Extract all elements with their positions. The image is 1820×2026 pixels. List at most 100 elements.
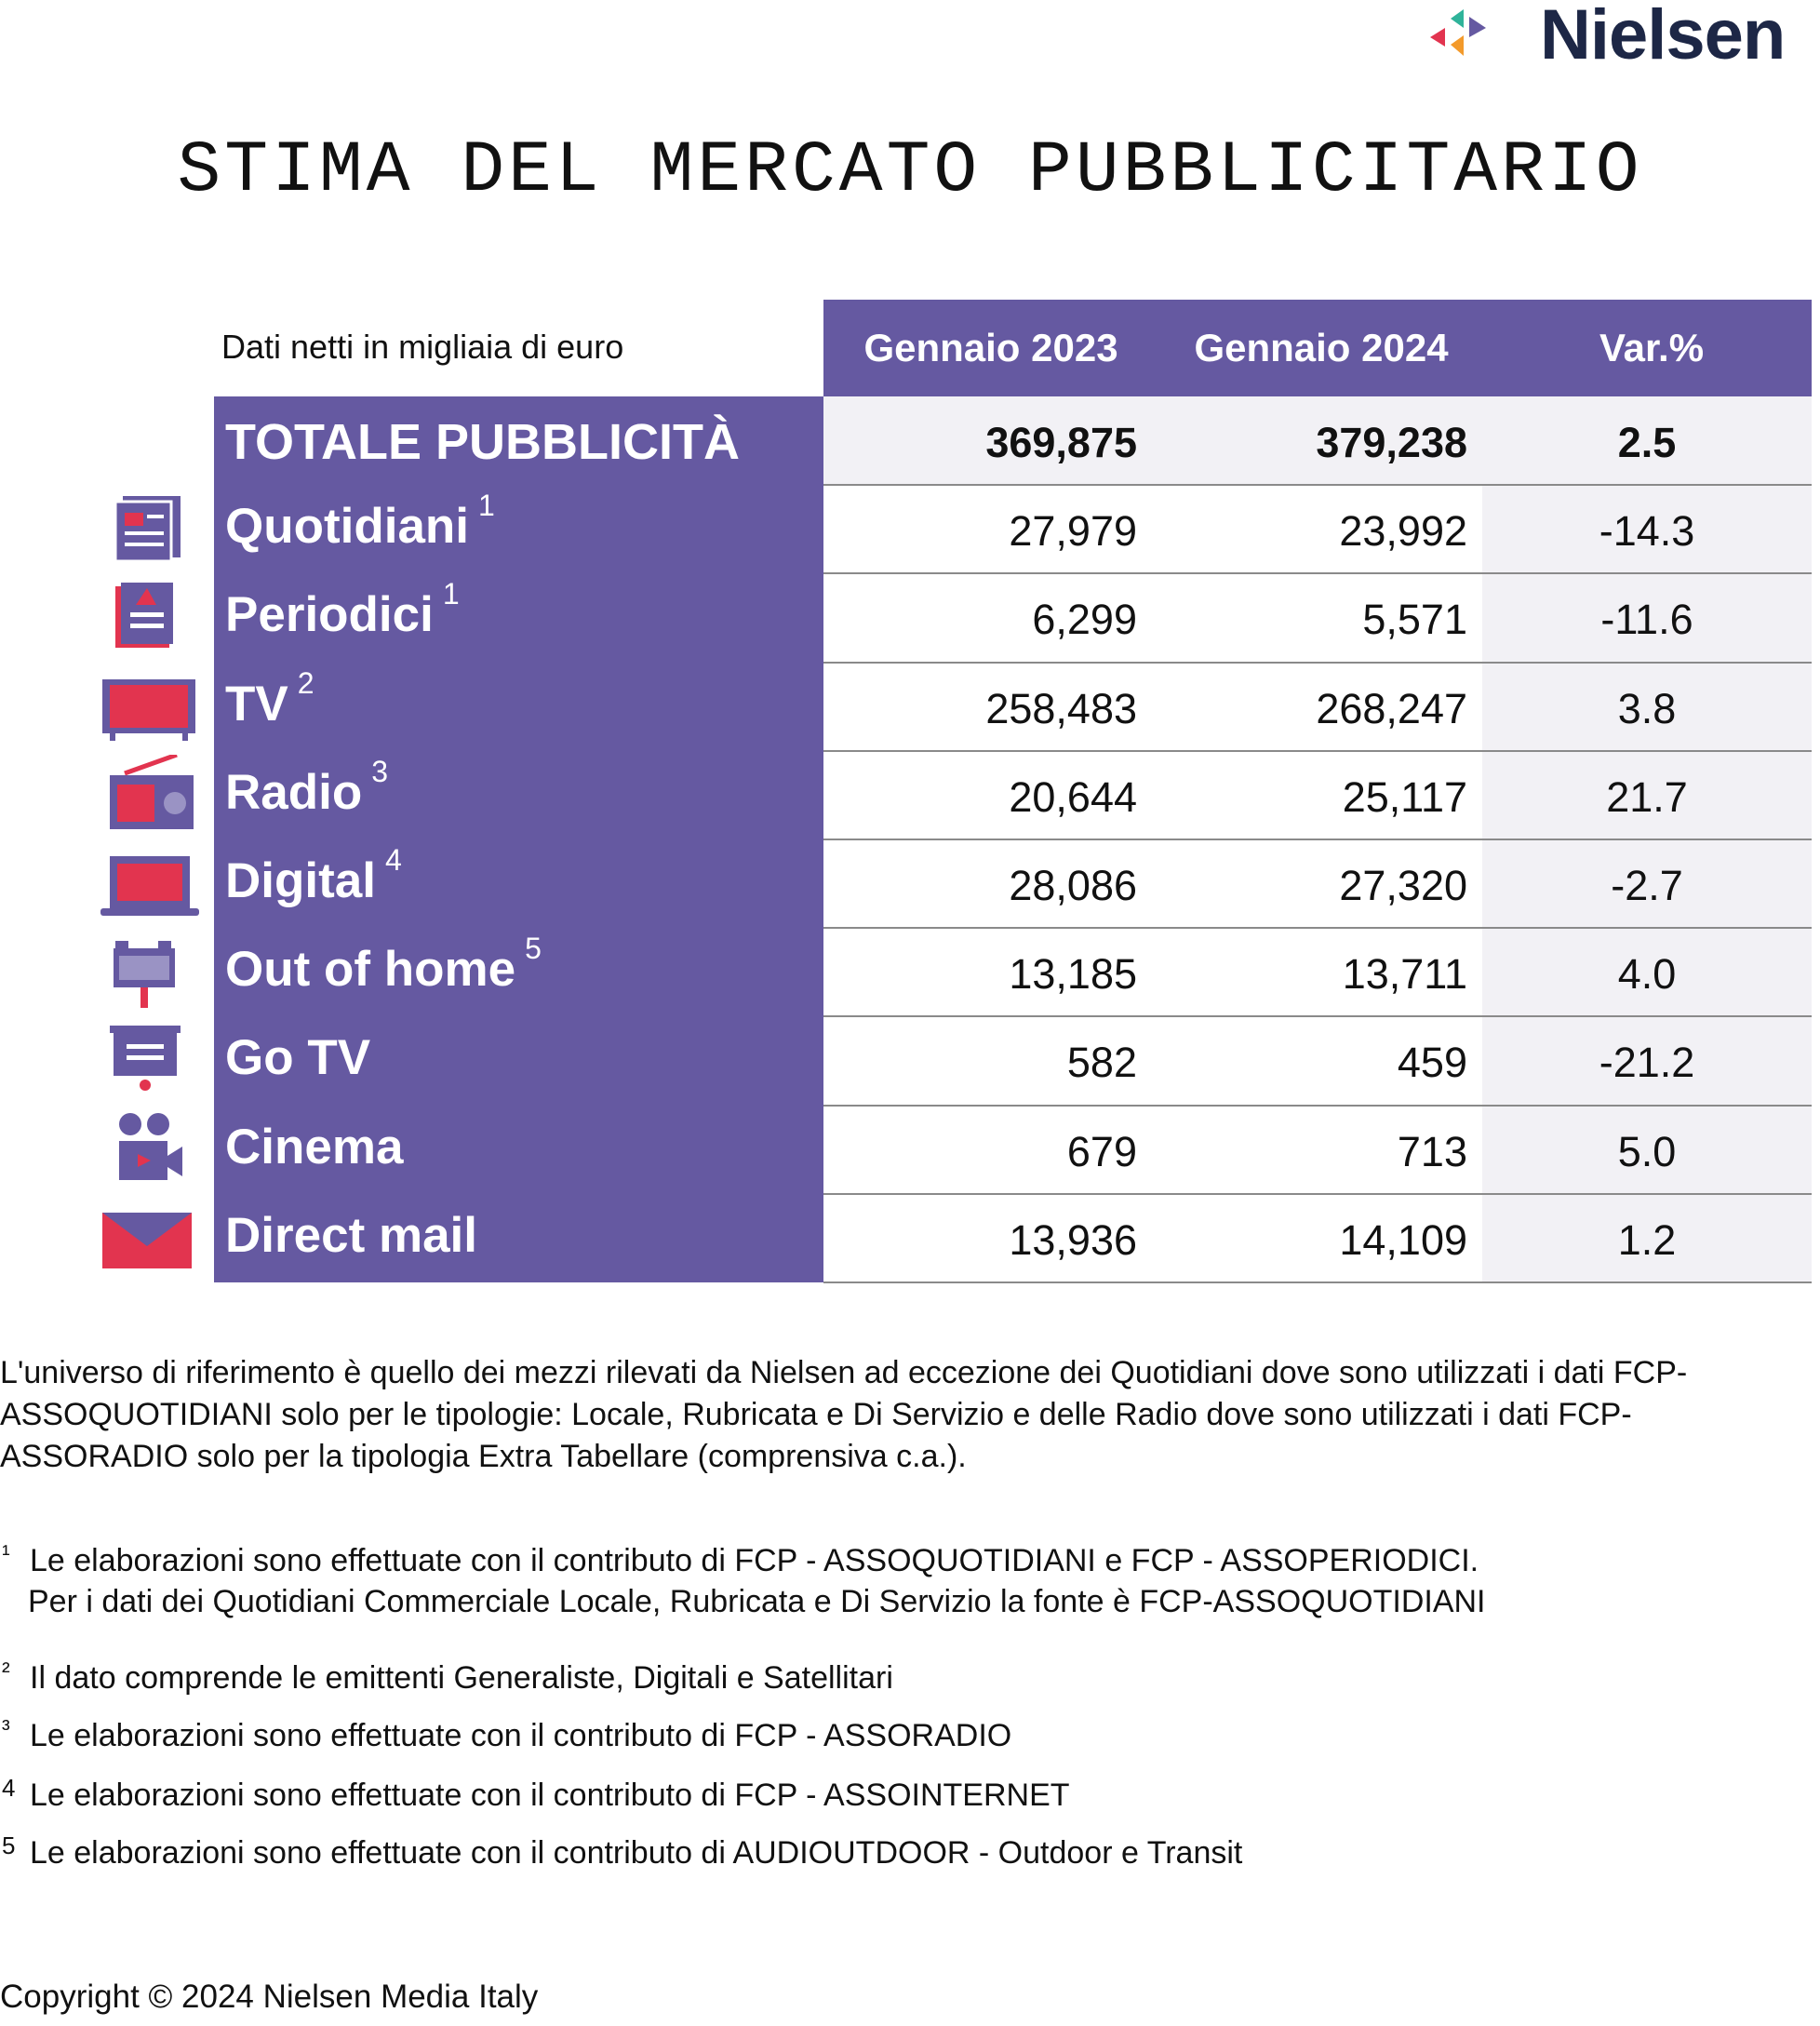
title: STIMA DEL MERCATO PUBBLICITARIO: [177, 130, 1643, 212]
row-label: TV 2: [225, 666, 314, 732]
row-label-text: Digital: [225, 853, 376, 908]
label-band: [214, 396, 823, 1282]
row-separator: [823, 1015, 1812, 1018]
row-label-text: Direct mail: [225, 1207, 478, 1263]
cell-value: -21.2: [1599, 1039, 1695, 1087]
row-separator: [823, 1104, 1812, 1107]
footnote-line: Le elaborazioni sono effettuate con il c…: [30, 1835, 1243, 1871]
cell-value: 679: [1066, 1127, 1137, 1175]
row-label-text: Quotidiani: [225, 499, 470, 555]
row-separator: [823, 839, 1812, 840]
cell-value: 20,644: [1009, 772, 1137, 821]
row-separator: [823, 484, 1812, 487]
cell-value: 713: [1397, 1127, 1467, 1175]
row-label: Quotidiani 1: [225, 489, 495, 555]
footnote-ref: 3: [371, 754, 389, 788]
cell-value: 1.2: [1617, 1215, 1677, 1264]
row-separator: [823, 572, 1812, 575]
cell-value: 459: [1397, 1039, 1467, 1087]
row-separator: [823, 661, 1812, 664]
row-label-text: Radio: [225, 764, 363, 820]
row-label-text: TOTALE PUBBLICITÀ: [225, 414, 740, 470]
footnote-marker: ¹: [2, 1539, 10, 1567]
row-separator: [823, 1192, 1812, 1195]
total-band: [823, 396, 1812, 485]
footnote-line: Per i dati dei Quotidiani Commerciale Lo…: [28, 1584, 1486, 1619]
row-icon: [114, 496, 181, 563]
cell-value: 2.5: [1617, 419, 1677, 466]
cell-value: 369,875: [985, 419, 1137, 466]
cell-value: 3.8: [1617, 684, 1677, 732]
footnote-line: Le elaborazioni sono effettuate con il c…: [30, 1718, 1012, 1753]
row-icon: [102, 678, 195, 741]
row-label-text: Periodici: [225, 587, 434, 643]
column-header: Gennaio 2023: [863, 326, 1118, 369]
intro-line: ASSORADIO solo per la tipologia Extra Ta…: [0, 1439, 967, 1474]
row-label-text: Cinema: [225, 1119, 404, 1174]
cell-value: 13,711: [1342, 950, 1467, 999]
row-label-text: Out of home: [225, 942, 516, 998]
row-label: Cinema: [225, 1119, 403, 1175]
footnote-ref: 4: [384, 843, 402, 877]
cell-value: 5,571: [1362, 596, 1467, 644]
cell-value: 582: [1066, 1039, 1137, 1087]
row-icon: [114, 941, 175, 1009]
cell-value: 27,320: [1339, 862, 1467, 909]
footnote-marker: ³: [2, 1714, 10, 1742]
cell-value: 268,247: [1316, 684, 1467, 732]
row-label: Radio 3: [225, 755, 388, 821]
cell-value: 23,992: [1339, 507, 1467, 556]
row-icon: [110, 754, 194, 829]
cell-value: -11.6: [1600, 596, 1693, 644]
row-label: Go TV: [225, 1029, 370, 1086]
header-band: [823, 300, 1812, 396]
cell-value: 28,086: [1009, 862, 1137, 909]
footnote-ref: 1: [442, 577, 460, 611]
footnote-ref: 5: [525, 932, 542, 966]
row-separator: [823, 1281, 1812, 1283]
logo-icon: [1430, 9, 1486, 56]
cell-value: 258,483: [985, 684, 1137, 732]
cell-value: 25,117: [1342, 772, 1467, 821]
footnote-line: Il dato comprende le emittenti Generalis…: [30, 1660, 893, 1696]
row-label: TOTALE PUBBLICITÀ: [225, 413, 740, 471]
row-label-text: Go TV: [225, 1030, 371, 1086]
row-icon: [100, 856, 199, 916]
row-icon: [110, 1026, 181, 1092]
cell-value: 14,109: [1339, 1215, 1467, 1264]
row-label-text: TV: [225, 676, 288, 731]
row-icon: [102, 1212, 192, 1268]
intro-line: L'universo di riferimento è quello dei m…: [0, 1355, 1688, 1390]
column-header: Gennaio 2024: [1194, 326, 1449, 369]
row-label: Direct mail: [225, 1207, 477, 1264]
footnote-marker: ²: [2, 1657, 10, 1684]
cell-value: 13,936: [1009, 1215, 1137, 1264]
row-separator: [823, 749, 1812, 752]
footnote-marker: 4: [2, 1774, 16, 1802]
cell-value: -2.7: [1611, 862, 1683, 909]
cell-value: 21.7: [1606, 772, 1688, 821]
cell-value: -14.3: [1599, 507, 1695, 556]
table-note: Dati netti in migliaia di euro: [221, 328, 624, 366]
footnote-ref: 2: [297, 665, 314, 700]
logo: Nielsen: [1540, 0, 1786, 74]
column-header: Var.%: [1599, 326, 1705, 369]
footnote-marker: 5: [2, 1831, 16, 1859]
footnote-ref: 1: [478, 489, 495, 523]
cell-value: 27,979: [1009, 507, 1137, 556]
row-icon: [115, 583, 173, 649]
cell-value: 379,238: [1316, 419, 1467, 466]
footnote-line: Le elaborazioni sono effettuate con il c…: [30, 1778, 1070, 1813]
row-label: Out of home 5: [225, 932, 542, 998]
cell-value: 13,185: [1009, 950, 1137, 999]
row-icon: [119, 1112, 182, 1180]
cell-value: 4.0: [1617, 950, 1677, 999]
row-label: Digital 4: [225, 843, 402, 909]
footnote-line: Le elaborazioni sono effettuate con il c…: [30, 1543, 1479, 1578]
row-label: Periodici 1: [225, 577, 460, 643]
cell-value: 5.0: [1617, 1127, 1677, 1175]
intro-line: ASSOQUOTIDIANI solo per le tipologie: Lo…: [0, 1397, 1632, 1432]
row-separator: [823, 927, 1812, 930]
copyright: Copyright © 2024 Nielsen Media Italy: [0, 1979, 539, 2015]
